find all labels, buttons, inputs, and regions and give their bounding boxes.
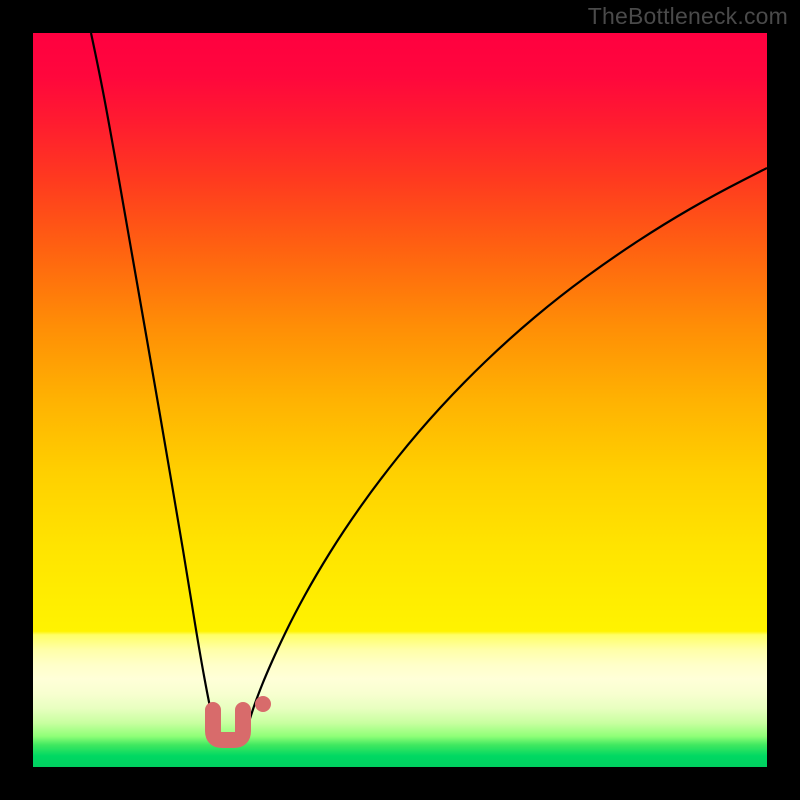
bottleneck-chart-container: { "watermark": { "text": "TheBottleneck.… (0, 0, 800, 800)
watermark-text: TheBottleneck.com (588, 3, 788, 30)
marker-dot (255, 696, 271, 712)
chart-svg (0, 0, 800, 800)
plot-background (33, 33, 767, 767)
